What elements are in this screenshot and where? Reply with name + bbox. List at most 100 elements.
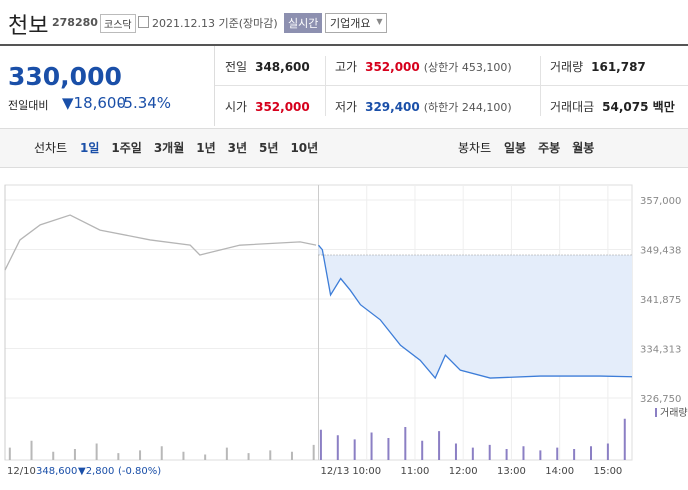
rate: -5.34% xyxy=(118,94,172,112)
volume-bar xyxy=(471,447,474,460)
quote-cell: 거래량 161,787 xyxy=(550,48,646,86)
volume-bar xyxy=(73,449,76,460)
quote-cell: 저가 329,400 (하한가 244,100) xyxy=(335,88,512,126)
volume-bar xyxy=(438,431,441,460)
cell-value: 161,787 xyxy=(591,60,646,74)
volume-bar xyxy=(312,444,315,460)
volume-bar xyxy=(269,450,272,460)
tab-bar: 선차트 1일 1주일 3개월 1년 3년 5년 10년 봉차트 일봉 주봉 월봉 xyxy=(0,128,688,168)
price-line xyxy=(4,214,317,271)
price: 330,000 xyxy=(8,62,122,91)
volume-bar xyxy=(606,443,609,460)
dropdown-arrow: ▼ xyxy=(376,17,383,26)
header: 천보 278280 코스닥 2021.12.13 기준(장마감) 실시간 기업개… xyxy=(0,0,688,46)
volume-bar xyxy=(225,447,228,460)
tab-group-label: 선차트 xyxy=(34,141,68,155)
volume-legend: 거래량 xyxy=(660,407,688,419)
x-tick-label: 12/10 xyxy=(7,466,36,477)
volume-bar xyxy=(404,427,407,460)
volume-bar xyxy=(117,453,120,460)
cell-label: 거래대금 xyxy=(550,100,595,114)
tab-group-label: 봉차트 xyxy=(458,141,492,155)
volume-bar xyxy=(95,443,98,460)
volume-bar xyxy=(336,435,339,460)
volume-bar xyxy=(522,446,525,460)
cell-value: 352,000 xyxy=(365,60,420,74)
market-tag: 코스닥 xyxy=(100,14,136,33)
volume-bar xyxy=(505,449,508,460)
change: ▼18,600 xyxy=(62,94,127,112)
tab[interactable]: 10년 xyxy=(290,141,319,155)
divider xyxy=(540,56,541,116)
cursor-change: ▼2,800 xyxy=(78,466,114,477)
company-label: 기업개요 xyxy=(330,17,371,30)
tab[interactable]: 1년 xyxy=(196,141,216,155)
volume-bar xyxy=(139,450,142,460)
volume-bar xyxy=(30,440,33,460)
line-tabs: 1일 1주일 3개월 1년 3년 5년 10년 xyxy=(80,129,330,167)
volume-bar xyxy=(353,439,356,460)
tab[interactable]: 일봉 xyxy=(504,141,527,155)
tab[interactable]: 3개월 xyxy=(153,141,185,155)
price-line xyxy=(318,244,633,380)
x-tick-label: 14:00 xyxy=(545,466,574,477)
volume-bar xyxy=(204,454,207,460)
calendar-icon xyxy=(138,16,149,28)
quote-cell: 시가 352,000 xyxy=(225,88,310,126)
volume-bar xyxy=(8,447,11,460)
tab[interactable]: 1주일 xyxy=(111,141,142,155)
cell-label: 시가 xyxy=(225,100,248,114)
volume-bar xyxy=(52,451,55,460)
stock-code: 278280 xyxy=(52,16,98,29)
x-tick-label: 10:00 xyxy=(352,466,381,477)
cell-value: 54,075 백만 xyxy=(602,100,675,114)
cell-note: (상한가 453,100) xyxy=(423,61,512,74)
cell-value: 329,400 xyxy=(365,100,420,114)
company-dropdown[interactable]: 기업개요 ▼ xyxy=(325,13,388,33)
volume-bar xyxy=(160,446,163,460)
volume-bar xyxy=(319,429,322,460)
cell-label: 전일 xyxy=(225,60,248,74)
volume-bar xyxy=(623,418,626,460)
volume-bar xyxy=(556,447,559,460)
divider xyxy=(215,85,688,86)
tab[interactable]: 5년 xyxy=(259,141,279,155)
x-tick-label: 12:00 xyxy=(449,466,478,477)
cell-note: (하한가 244,100) xyxy=(423,101,512,114)
chart: 357,000 349,438 341,875 334,313 326,750 12/10… xyxy=(4,184,688,477)
cell-label: 저가 xyxy=(335,100,358,114)
tab[interactable]: 3년 xyxy=(227,141,248,155)
quote-cell: 고가 352,000 (상한가 453,100) xyxy=(335,48,512,86)
volume-bar xyxy=(590,446,593,460)
y-tick-label: 326,750 xyxy=(640,394,681,405)
divider xyxy=(325,56,326,116)
volume-bar xyxy=(454,443,457,460)
quote-table: 전일 348,600 고가 352,000 (상한가 453,100) 거래량 161,78… xyxy=(215,46,688,126)
quote: 330,000 전일대비 ▼18,600 -5.34% 전일 348,600 고가 3… xyxy=(0,46,688,126)
cell-label: 거래량 xyxy=(550,60,584,74)
volume-bar xyxy=(539,450,542,460)
tab[interactable]: 주봉 xyxy=(538,141,561,155)
volume-bar xyxy=(387,438,390,460)
x-tick-label: 11:00 xyxy=(401,466,430,477)
volume-bar xyxy=(182,451,185,460)
cursor-rate: (-0.80%) xyxy=(118,466,161,477)
y-tick-label: 349,438 xyxy=(640,245,681,256)
volume-bar xyxy=(488,444,491,460)
volume-bar xyxy=(421,440,424,460)
y-tick-label: 341,875 xyxy=(640,295,681,306)
tab[interactable]: 1일 xyxy=(80,141,100,155)
x-tick-label: 15:00 xyxy=(593,466,622,477)
realtime-button[interactable]: 실시간 xyxy=(284,13,323,33)
cell-value: 352,000 xyxy=(255,100,310,114)
volume-bar xyxy=(573,449,576,460)
volume-bar xyxy=(290,451,293,460)
x-tick-label: 13:00 xyxy=(497,466,526,477)
y-tick-label: 334,313 xyxy=(640,344,681,355)
y-tick-label: 357,000 xyxy=(640,196,681,207)
candle-tabs: 일봉 주봉 월봉 xyxy=(504,129,606,167)
tab[interactable]: 월봉 xyxy=(572,141,595,155)
volume-bar xyxy=(370,432,373,460)
cursor-price: 348,600 xyxy=(36,466,77,477)
x-tick-label: 12/13 xyxy=(321,466,350,477)
